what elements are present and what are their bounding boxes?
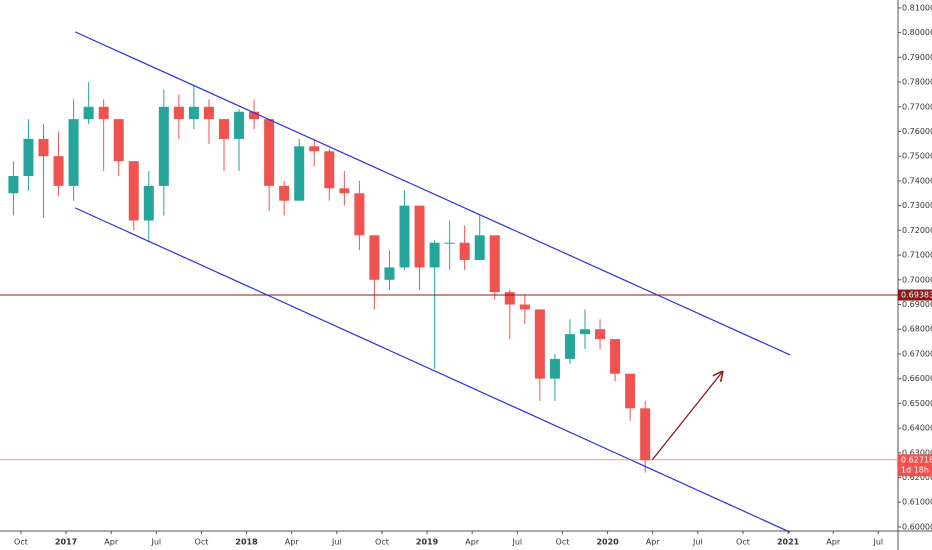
countdown: 1d 18h bbox=[901, 465, 929, 474]
candle-body bbox=[249, 111, 260, 120]
y-tick-label: 0.67000 bbox=[902, 349, 932, 358]
candle-body bbox=[564, 334, 575, 359]
candle-body bbox=[625, 373, 636, 409]
candle-body bbox=[474, 235, 485, 261]
x-tick-label: Jul bbox=[331, 538, 342, 547]
x-tick-label: Oct bbox=[14, 538, 28, 547]
candle-body bbox=[23, 138, 34, 176]
candle-body bbox=[610, 339, 621, 374]
x-tick-label: Apr bbox=[104, 538, 119, 547]
candle-body bbox=[128, 161, 139, 221]
y-tick-label: 0.81000 bbox=[902, 3, 932, 12]
candle-body bbox=[369, 235, 380, 280]
x-tick-label: Oct bbox=[736, 538, 750, 547]
candle-body bbox=[414, 205, 425, 268]
y-tick-label: 0.78000 bbox=[902, 78, 932, 87]
y-tick-label: 0.62000 bbox=[902, 473, 932, 482]
candle-body bbox=[595, 329, 606, 340]
x-tick-label: Oct bbox=[195, 538, 209, 547]
x-tick-label: 2019 bbox=[416, 538, 439, 547]
x-tick-label: Jul bbox=[150, 538, 161, 547]
price-label: 0.69383 bbox=[901, 291, 932, 300]
candle-body bbox=[459, 242, 470, 261]
candle-body bbox=[444, 242, 455, 244]
y-tick-label: 0.70000 bbox=[902, 275, 932, 284]
candle-body bbox=[580, 329, 591, 335]
x-tick-label: 2020 bbox=[596, 538, 619, 547]
y-tick-label: 0.66000 bbox=[902, 374, 932, 383]
x-tick-label: 2018 bbox=[235, 538, 258, 547]
x-tick-label: Apr bbox=[826, 538, 841, 547]
candle-body bbox=[489, 235, 500, 293]
candle-body bbox=[354, 193, 365, 236]
y-tick-label: 0.68000 bbox=[902, 325, 932, 334]
y-tick-label: 0.69000 bbox=[902, 300, 932, 309]
candle-body bbox=[68, 119, 79, 186]
y-tick-label: 0.74000 bbox=[902, 176, 932, 185]
candle-body bbox=[279, 185, 290, 201]
candle-body bbox=[549, 358, 560, 379]
y-tick-label: 0.80000 bbox=[902, 28, 932, 37]
y-tick-label: 0.60000 bbox=[902, 522, 932, 531]
x-tick-label: Jul bbox=[511, 538, 522, 547]
candle-body bbox=[219, 119, 230, 139]
y-tick-label: 0.77000 bbox=[902, 102, 932, 111]
x-tick-label: Apr bbox=[646, 538, 661, 547]
x-tick-label: Oct bbox=[556, 538, 570, 547]
candle-body bbox=[429, 242, 440, 268]
candle-body bbox=[384, 267, 395, 280]
candle-body bbox=[504, 292, 515, 305]
y-tick-label: 0.79000 bbox=[902, 53, 932, 62]
candle-body bbox=[339, 188, 350, 194]
candle-body bbox=[143, 185, 154, 221]
candle-body bbox=[234, 111, 245, 139]
x-tick-label: Jul bbox=[872, 538, 883, 547]
x-tick-label: 2017 bbox=[55, 538, 77, 547]
y-tick-label: 0.75000 bbox=[902, 152, 932, 161]
candle-body bbox=[294, 146, 305, 201]
candle-body bbox=[113, 119, 124, 162]
channel-line bbox=[74, 207, 791, 533]
y-tick-label: 0.64000 bbox=[902, 424, 932, 433]
candle-body bbox=[399, 205, 410, 268]
candle-body bbox=[38, 138, 49, 157]
candle-body bbox=[324, 151, 335, 189]
y-tick-label: 0.63000 bbox=[902, 448, 932, 457]
y-tick-label: 0.73000 bbox=[902, 201, 932, 210]
candle-body bbox=[98, 106, 109, 120]
price-label: 0.62718 bbox=[901, 455, 932, 464]
candle-body bbox=[83, 106, 94, 120]
y-tick-label: 0.71000 bbox=[902, 251, 932, 260]
x-tick-label: 2021 bbox=[777, 538, 800, 547]
candle-body bbox=[640, 408, 651, 461]
candle-body bbox=[158, 106, 169, 186]
candle-body bbox=[203, 106, 214, 120]
channel-line bbox=[74, 31, 791, 356]
x-tick-label: Oct bbox=[375, 538, 389, 547]
candle-body bbox=[173, 106, 184, 120]
price-label-box bbox=[898, 289, 932, 301]
price-label-box bbox=[898, 454, 932, 477]
y-tick-label: 0.72000 bbox=[902, 226, 932, 235]
y-tick-label: 0.65000 bbox=[902, 399, 932, 408]
candle-body bbox=[53, 156, 64, 186]
x-tick-label: Apr bbox=[285, 538, 300, 547]
x-tick-label: Jul bbox=[692, 538, 703, 547]
arrow bbox=[651, 372, 722, 461]
candle-body bbox=[8, 175, 19, 194]
candle-body bbox=[534, 309, 545, 379]
candle-body bbox=[188, 106, 199, 120]
candle-body bbox=[264, 119, 275, 186]
x-tick-label: Apr bbox=[465, 538, 480, 547]
candle-body bbox=[519, 304, 530, 310]
y-tick-label: 0.76000 bbox=[902, 127, 932, 136]
candle-body bbox=[309, 146, 320, 152]
y-tick-label: 0.61000 bbox=[902, 498, 932, 507]
